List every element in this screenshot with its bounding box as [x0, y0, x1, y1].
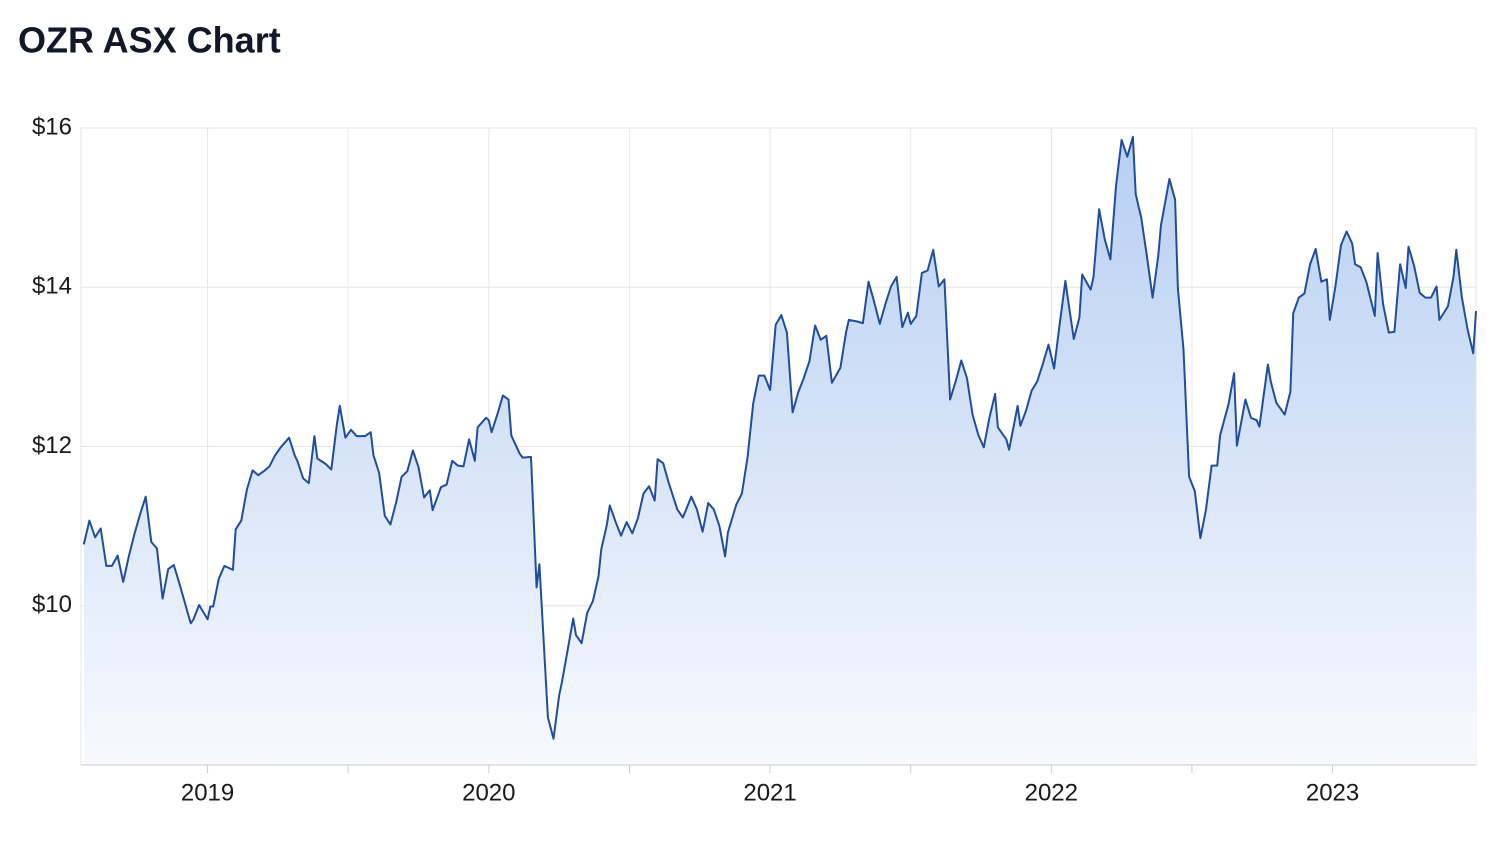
- plot: [82, 135, 1477, 766]
- x-tick-label: 2022: [1025, 779, 1078, 806]
- chart-title: OZR ASX Chart: [18, 20, 281, 61]
- axes: $10 $12 $14 $16 2019 2020 2021 2022 2023: [32, 113, 1476, 806]
- x-tick-label: 2019: [181, 779, 234, 806]
- y-tick-label: $16: [32, 113, 72, 140]
- x-tick-label: 2023: [1306, 779, 1359, 806]
- y-tick-label: $10: [32, 591, 72, 618]
- x-tick-label: 2020: [462, 779, 515, 806]
- y-tick-label: $14: [32, 273, 72, 300]
- area: [83, 136, 1476, 766]
- x-tick-label: 2021: [743, 779, 796, 806]
- y-tick-label: $12: [32, 432, 72, 459]
- line: [82, 135, 1477, 740]
